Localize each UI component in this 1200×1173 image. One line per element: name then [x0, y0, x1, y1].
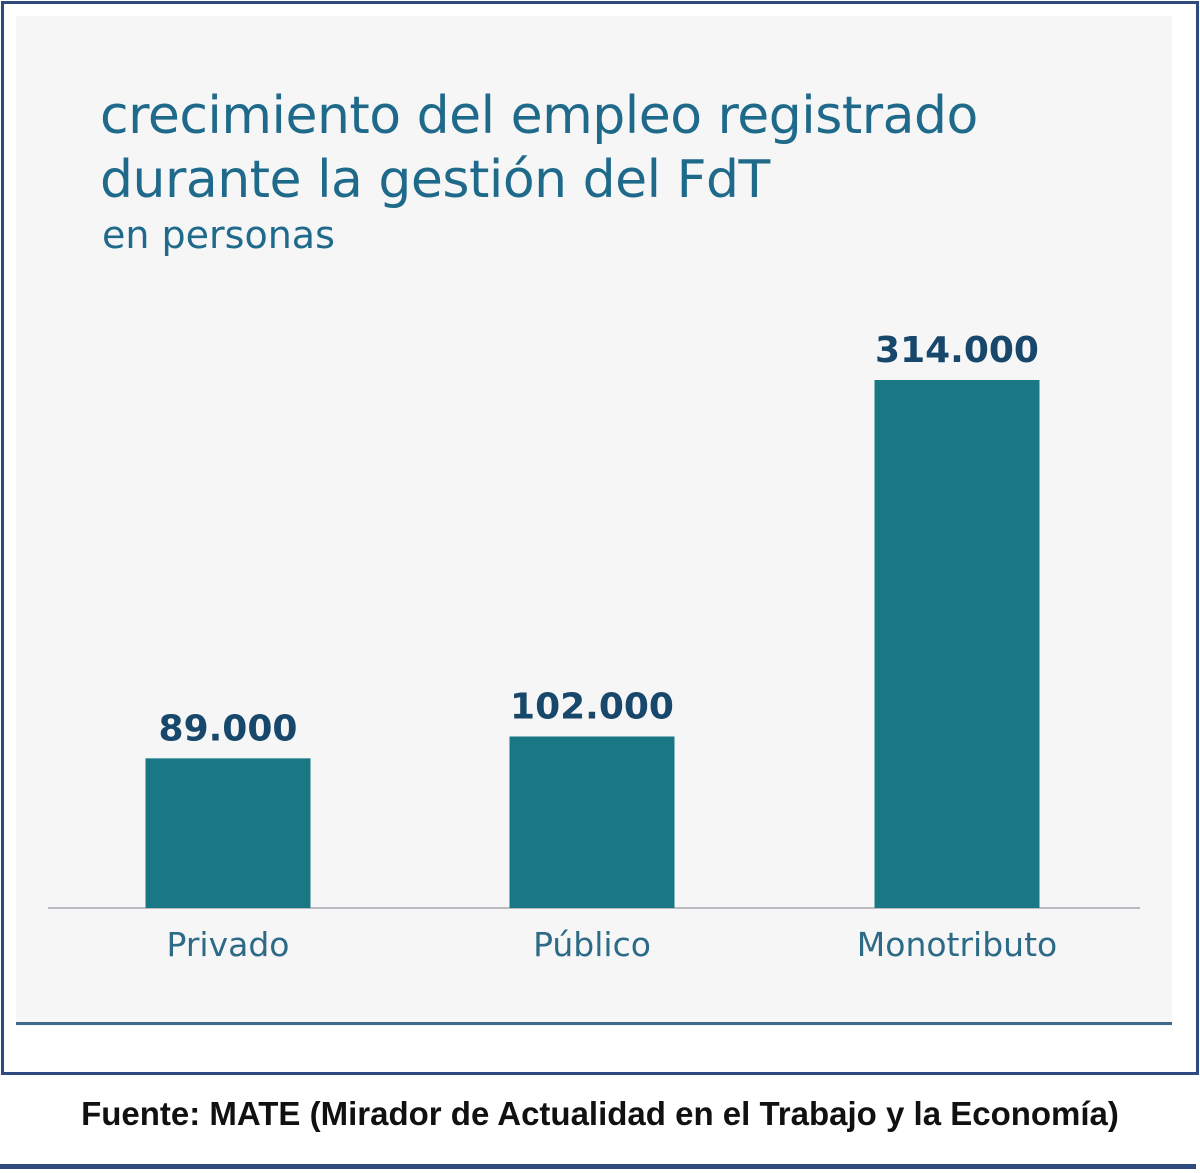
category-label-privado: Privado	[167, 925, 290, 964]
value-label-monotributo: 314.000	[875, 330, 1039, 371]
bar-público	[509, 736, 675, 908]
bar-privado	[145, 758, 311, 908]
source-note: Fuente: MATE (Mirador de Actualidad en e…	[81, 1095, 1119, 1132]
chart-title-line-1: crecimiento del empleo registrado	[100, 86, 978, 146]
chart-title-line-2: durante la gestión del FdT	[100, 150, 770, 210]
value-label-público: 102.000	[510, 686, 674, 727]
category-label-monotributo: Monotributo	[857, 925, 1057, 964]
bar-monotributo	[874, 380, 1040, 908]
page-bottom-rule	[0, 1164, 1196, 1169]
chart-title: crecimiento del empleo registrado durant…	[100, 84, 978, 212]
panel-bottom-rule	[16, 1022, 1172, 1025]
category-label-público: Público	[533, 925, 651, 964]
value-label-privado: 89.000	[159, 708, 298, 749]
chart-subtitle: en personas	[102, 213, 335, 257]
